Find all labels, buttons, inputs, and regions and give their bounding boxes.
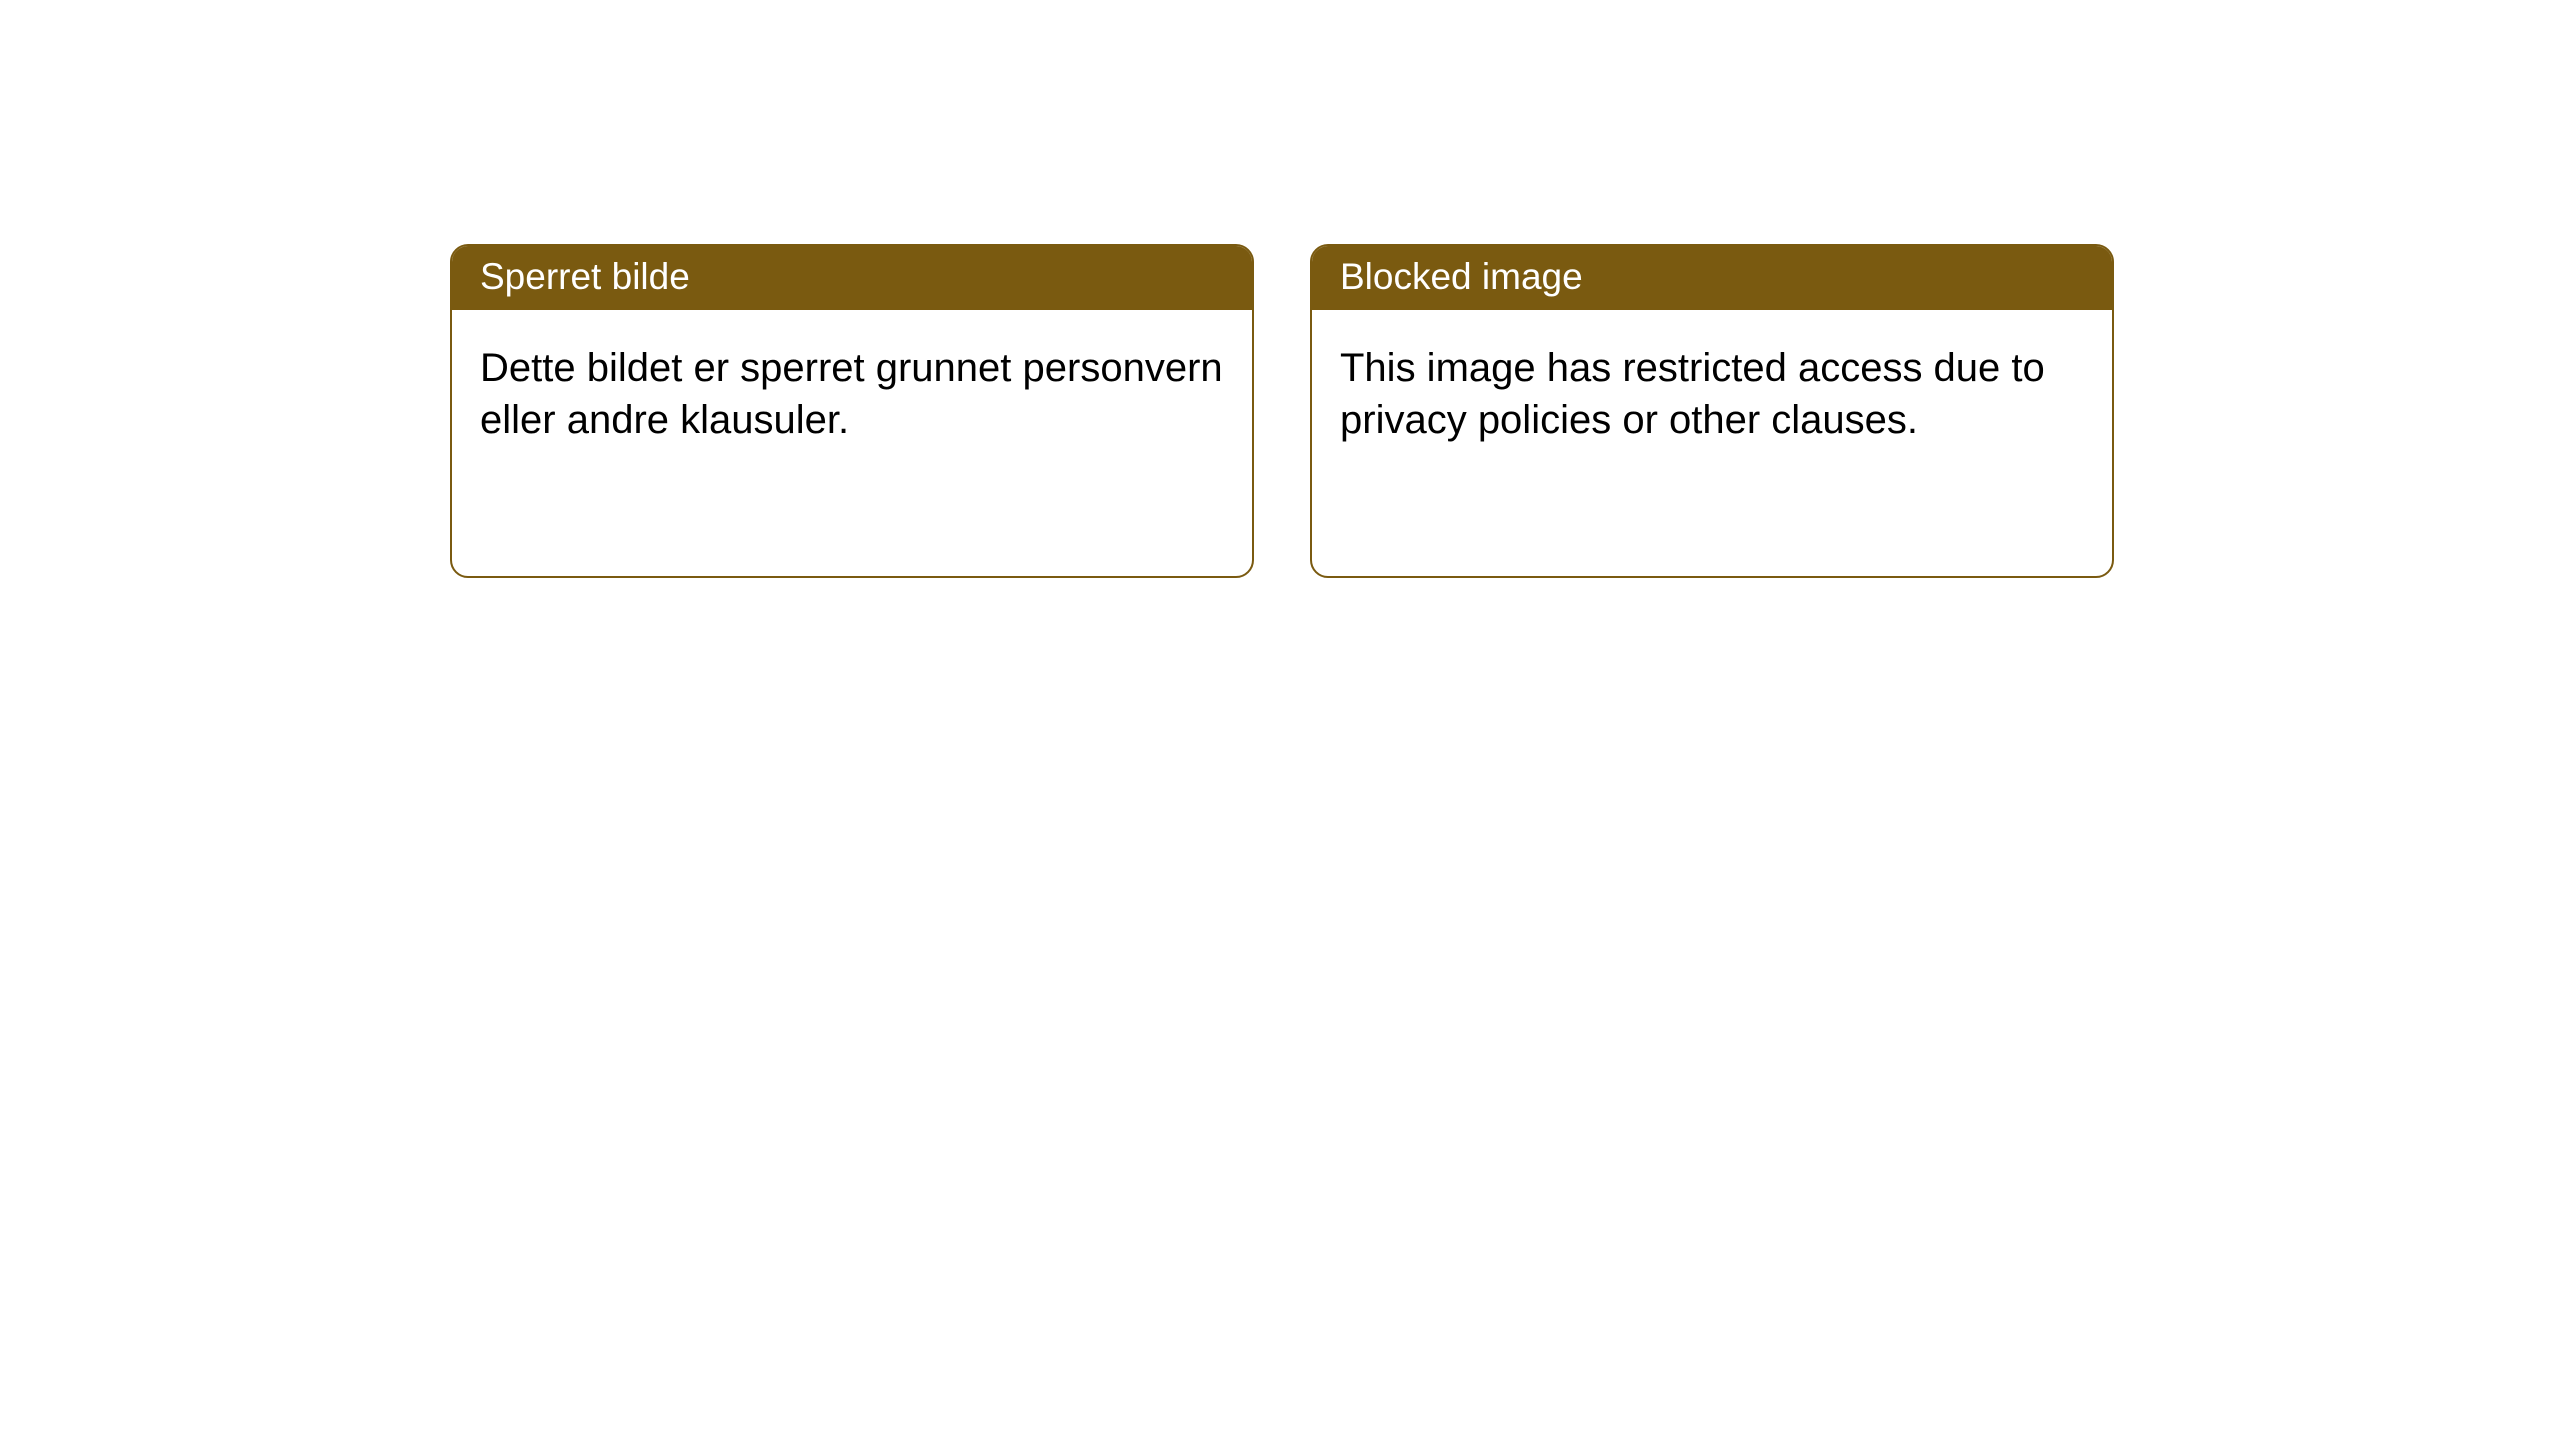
notice-body: This image has restricted access due to …: [1312, 310, 2112, 478]
notice-header: Blocked image: [1312, 246, 2112, 310]
notice-card-norwegian: Sperret bilde Dette bildet er sperret gr…: [450, 244, 1254, 578]
notice-body: Dette bildet er sperret grunnet personve…: [452, 310, 1252, 478]
notice-card-english: Blocked image This image has restricted …: [1310, 244, 2114, 578]
notice-header: Sperret bilde: [452, 246, 1252, 310]
notice-container: Sperret bilde Dette bildet er sperret gr…: [0, 0, 2560, 578]
